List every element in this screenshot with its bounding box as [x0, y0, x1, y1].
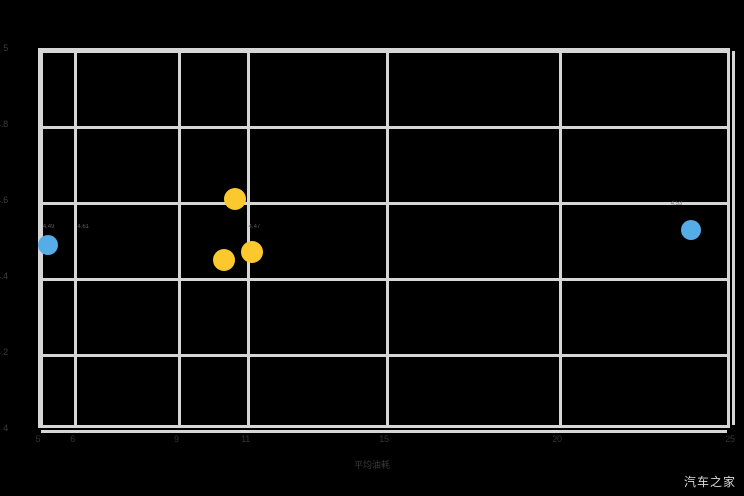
watermark: 汽车之家 [683, 475, 736, 489]
x-axis-tick-label: 6 [70, 434, 75, 444]
gridline-vertical [385, 51, 389, 425]
point-annotation: 4.47 [248, 223, 261, 230]
plot-area: 4.53 4.49 4.61 4.47 [37, 48, 735, 433]
scatter-point-gold-series[interactable] [241, 241, 264, 264]
point-annotation: 4.49 [42, 223, 55, 230]
gridline-horizontal [41, 49, 727, 53]
gridline-vertical [731, 51, 735, 425]
gridline-vertical [177, 51, 181, 425]
scatter-point-gold-series[interactable] [213, 249, 236, 271]
y-axis-tick-label: 4.8 [0, 119, 8, 129]
y-axis-tick-label: 4.4 [0, 271, 8, 281]
gridline-vertical [74, 51, 78, 425]
gridline-horizontal [41, 125, 727, 129]
gridline-vertical [247, 51, 251, 425]
scatter-point-blue-series[interactable] [37, 234, 58, 255]
x-axis-tick-label: 15 [379, 434, 389, 444]
scatter-point-blue-series[interactable] [681, 219, 702, 240]
x-axis-tick-label: 5 [35, 434, 41, 444]
gridline-horizontal [41, 277, 727, 281]
point-annotation: 4.53 [670, 201, 683, 208]
x-axis-tick-label: 20 [552, 434, 562, 444]
y-axis-tick-label: 5 [3, 43, 8, 53]
gridline-horizontal [41, 201, 727, 205]
gridline-horizontal [41, 353, 727, 357]
x-axis-tick-label: 11 [241, 434, 251, 444]
scatter-point-gold-series[interactable] [223, 188, 246, 211]
y-axis-tick-label: 4.2 [0, 347, 8, 357]
gridline-vertical [558, 51, 562, 425]
y-axis-tick-label: 4 [3, 423, 8, 433]
x-axis-tick-label: 25 [725, 434, 735, 444]
gridline-horizontal [41, 429, 727, 433]
x-axis-label: 平均油耗 [353, 460, 390, 470]
y-axis-tick-label: 4.6 [0, 195, 8, 205]
point-annotation: 4.61 [77, 223, 90, 230]
x-axis-tick-label: 9 [173, 434, 179, 444]
